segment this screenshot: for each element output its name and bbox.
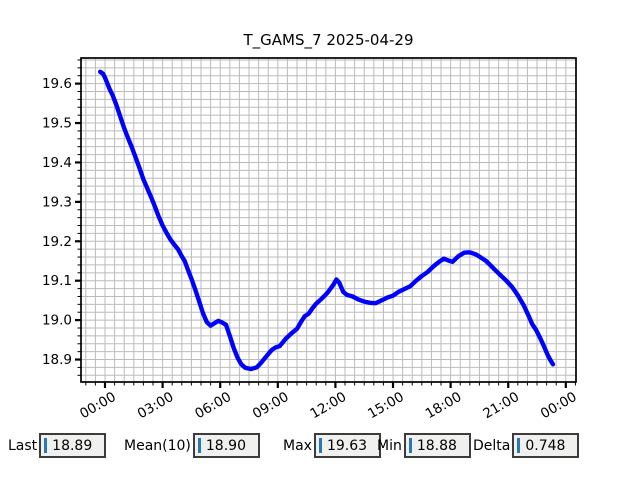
y-tick-label: 18.9 xyxy=(42,352,72,368)
text-cursor-icon xyxy=(318,438,322,453)
stat-mean-label: Mean(10) xyxy=(124,437,191,454)
stat-min-field[interactable]: 18.88 xyxy=(403,433,471,458)
stat-max-value: 19.63 xyxy=(326,437,368,454)
x-tick-label: 03:00 xyxy=(135,389,177,422)
y-tick-label: 19.3 xyxy=(42,194,72,210)
y-tick-label: 19.1 xyxy=(42,273,72,289)
stat-delta-label: Delta xyxy=(473,437,511,454)
stat-max-label: Max xyxy=(283,437,312,454)
y-tick-label: 19.5 xyxy=(42,116,72,132)
x-tick-label: 06:00 xyxy=(192,389,234,422)
stat-max-field[interactable]: 19.63 xyxy=(313,433,381,458)
stat-last-label: Last xyxy=(8,437,38,454)
stat-last-value: 18.89 xyxy=(52,437,93,454)
text-cursor-icon xyxy=(408,438,412,453)
data-line xyxy=(97,69,556,372)
x-tick-label: 00:00 xyxy=(77,389,119,422)
stat-min-value: 18.88 xyxy=(416,437,457,454)
stat-last: Last 18.89 xyxy=(8,432,107,459)
y-tick-label: 19.2 xyxy=(42,234,72,250)
text-cursor-icon xyxy=(517,438,521,453)
y-tick-label: 19.6 xyxy=(42,76,72,92)
stat-max: Max 19.63 xyxy=(283,432,381,459)
stat-delta-field[interactable]: 0.748 xyxy=(512,433,580,458)
stat-mean-value: 18.90 xyxy=(205,437,246,454)
stat-mean: Mean(10) 18.90 xyxy=(124,432,260,459)
x-tick-label: 18:00 xyxy=(423,389,465,422)
text-cursor-icon xyxy=(197,438,201,453)
text-cursor-icon xyxy=(44,438,48,453)
x-tick-label: 12:00 xyxy=(308,389,350,422)
stat-delta-value: 0.748 xyxy=(525,437,566,454)
x-tick-label: 15:00 xyxy=(365,389,407,422)
stat-min-label: Min xyxy=(377,437,402,454)
x-tick-label: 00:00 xyxy=(538,389,580,422)
x-tick-label: 09:00 xyxy=(250,389,292,422)
chart-title: T_GAMS_7 2025-04-29 xyxy=(243,31,414,49)
stat-mean-field[interactable]: 18.90 xyxy=(192,433,260,458)
stats-row: Last 18.89 Mean(10) 18.90 Max 19.63 Min xyxy=(0,432,640,459)
stat-delta: Delta 0.748 xyxy=(473,432,580,459)
y-tick-label: 19.0 xyxy=(42,313,72,329)
y-tick-label: 19.4 xyxy=(42,155,72,171)
stat-last-field[interactable]: 18.89 xyxy=(39,433,107,458)
x-tick-label: 21:00 xyxy=(480,389,522,422)
plot-frame xyxy=(80,57,577,383)
stat-min: Min 18.88 xyxy=(377,432,471,459)
